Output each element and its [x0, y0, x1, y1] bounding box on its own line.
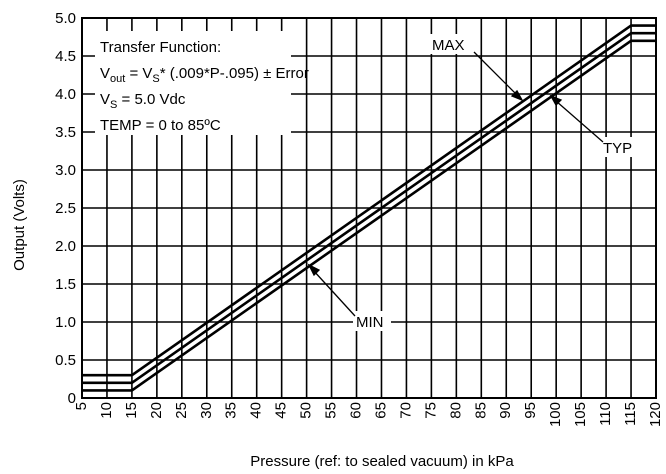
- y-tick-label-2: 1.0: [55, 314, 76, 331]
- x-tick-label-23: 120: [647, 402, 664, 427]
- y-tick-label-1: 0.5: [55, 352, 76, 369]
- y-tick-label-4: 2.0: [55, 238, 76, 255]
- leader-arrows: [307, 51, 604, 317]
- x-tick-label-16: 85: [472, 402, 489, 419]
- y-tick-label-5: 2.5: [55, 200, 76, 217]
- min-arrowhead: [307, 263, 321, 277]
- temperature-range: TEMP = 0 to 85ºC: [100, 117, 221, 134]
- y-tick-label-0: 0: [68, 390, 76, 407]
- x-tick-label-22: 115: [622, 402, 639, 426]
- x-tick-label-2: 15: [123, 402, 140, 419]
- x-tick-label-12: 65: [372, 402, 389, 419]
- x-tick-label-13: 70: [397, 402, 414, 419]
- min-label: MIN: [356, 314, 384, 331]
- y-tick-label-7: 3.5: [55, 124, 76, 141]
- x-tick-label-8: 45: [273, 402, 290, 419]
- x-tick-label-4: 25: [173, 402, 190, 419]
- typ-label-bg: [599, 137, 639, 157]
- max-arrowhead: [510, 89, 524, 102]
- x-tick-label-21: 110: [597, 402, 614, 426]
- plot-frame: [81, 17, 657, 399]
- x-tick-label-18: 95: [522, 402, 539, 419]
- x-tick-label-3: 20: [148, 402, 165, 419]
- y-tick-label-10: 5.0: [55, 10, 76, 27]
- x-tick-label-19: 100: [547, 402, 564, 427]
- max-arrow-line: [473, 51, 519, 97]
- x-tick-label-20: 105: [572, 402, 589, 427]
- y-tick-labels: 0 0.5 1.0 1.5 2.0 2.5 3.0 3.5 4.0 4.5 5.0: [55, 10, 76, 407]
- x-tick-label-17: 90: [497, 402, 514, 419]
- y-tick-label-9: 4.5: [55, 48, 76, 65]
- min-label-bg: [353, 311, 391, 331]
- x-axis-title: Pressure (ref: to sealed vacuum) in kPa: [250, 453, 514, 470]
- annotation-box: [95, 31, 291, 135]
- max-label: MAX: [432, 37, 465, 54]
- x-tick-label-11: 60: [347, 402, 364, 419]
- x-tick-label-14: 75: [422, 402, 439, 419]
- transfer-function-title: Transfer Function:: [100, 39, 221, 56]
- series-line-min: [82, 39, 656, 392]
- typ-arrow-line: [555, 100, 604, 143]
- y-tick-label-8: 4.0: [55, 86, 76, 103]
- x-tick-label-1: 10: [98, 402, 115, 419]
- typ-label: TYP: [603, 140, 632, 157]
- transfer-function-equation: Vout = VS* (.009*P-.095) ± Error: [100, 65, 309, 85]
- x-tick-label-15: 80: [447, 402, 464, 419]
- y-tick-label-6: 3.0: [55, 162, 76, 179]
- x-tick-label-10: 55: [323, 402, 340, 419]
- x-tick-label-9: 50: [298, 402, 315, 419]
- x-tick-label-7: 40: [248, 402, 265, 419]
- y-axis-title: Output (Volts): [11, 179, 28, 271]
- x-tick-label-6: 35: [223, 402, 240, 419]
- x-tick-label-5: 30: [198, 402, 215, 419]
- min-arrow-line: [312, 269, 356, 317]
- typ-arrowhead: [549, 94, 563, 107]
- series-lines: [82, 24, 656, 392]
- x-tick-labels: 5 10 15 20 25 30 35 40 45 50 55 60 65 70 75 80 85 90 95 100…: [73, 402, 664, 427]
- series-line-typ: [82, 31, 656, 385]
- y-tick-label-3: 1.5: [55, 276, 76, 293]
- max-label-bg: [428, 34, 474, 54]
- x-tick-label-0: 5: [73, 402, 90, 410]
- series-line-max: [82, 24, 656, 377]
- supply-voltage: VS = 5.0 Vdc: [100, 91, 186, 111]
